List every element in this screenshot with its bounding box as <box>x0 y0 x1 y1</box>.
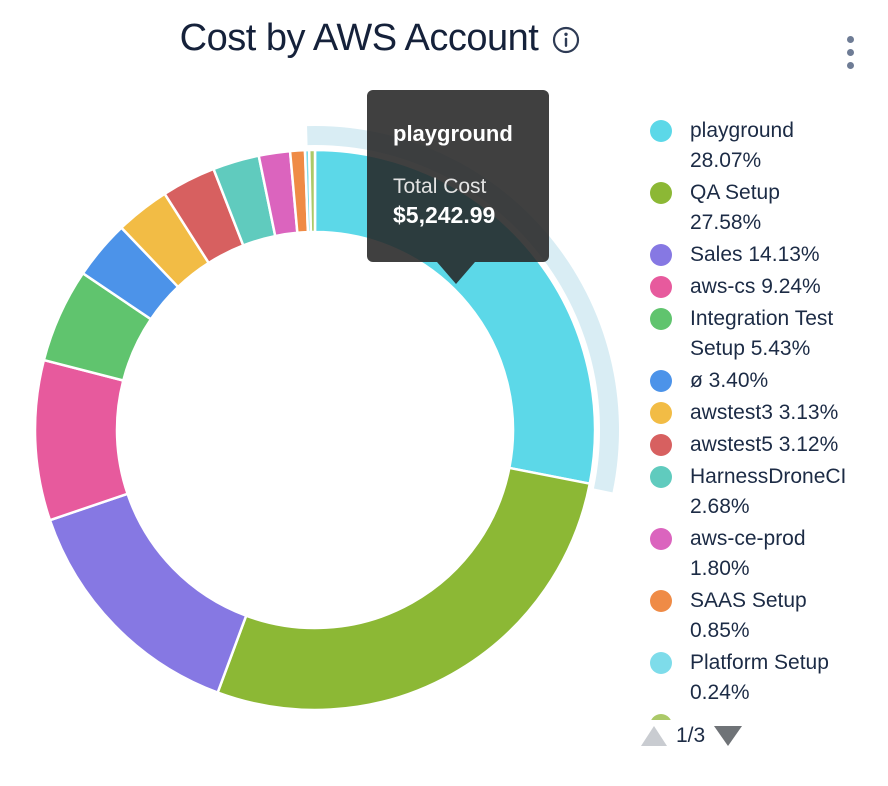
legend-item-awstest5[interactable]: awstest5 3.12% <box>650 430 880 460</box>
info-icon[interactable] <box>552 26 580 54</box>
legend-item-awstest3[interactable]: awstest3 3.13% <box>650 398 880 428</box>
legend-pagination: 1/3 <box>641 724 743 748</box>
donut-slice-QA Setup[interactable] <box>216 466 592 712</box>
donut-chart[interactable] <box>0 0 648 760</box>
legend-item-ø[interactable]: ø 3.40% <box>650 366 880 396</box>
legend-dot <box>650 182 672 204</box>
legend-item-label: awstest3 3.13% <box>690 401 839 424</box>
legend-item-label: aws-cs 9.24% <box>690 275 821 298</box>
legend-item-playground[interactable]: playground 28.07% <box>650 116 880 176</box>
legend-item-label: Integration Test Setup 5.43% <box>690 307 834 360</box>
legend-item-label: awstest5 3.12% <box>690 433 839 456</box>
legend-dot <box>650 244 672 266</box>
legend-item-aws-cs[interactable]: aws-cs 9.24% <box>650 272 880 302</box>
legend-item-label: Platform Setup 0.24% <box>690 651 829 704</box>
legend-dot <box>650 370 672 392</box>
legend-dot <box>650 276 672 298</box>
legend-item-next-page-peek[interactable] <box>650 710 880 720</box>
legend-dot <box>650 402 672 424</box>
kebab-menu-icon[interactable] <box>843 32 858 73</box>
legend-item-label: HarnessDroneCI 2.68% <box>690 465 847 518</box>
legend-item-label: ø 3.40% <box>690 369 769 392</box>
legend-dot <box>650 466 672 488</box>
legend-item-Sales[interactable]: Sales 14.13% <box>650 240 880 270</box>
legend-page-indicator: 1/3 <box>676 724 706 747</box>
legend-page-down-button[interactable] <box>714 726 743 746</box>
legend-dot <box>650 308 672 330</box>
legend-item-label: playground 28.07% <box>690 119 794 172</box>
legend-item-aws-ce-prod[interactable]: aws-ce-prod 1.80% <box>650 524 880 584</box>
legend-item-label: aws-ce-prod 1.80% <box>690 527 806 580</box>
legend-item-label: SAAS Setup 0.85% <box>690 589 807 642</box>
legend-item-label: Sales 14.13% <box>690 243 820 266</box>
donut-slice-Sales[interactable] <box>48 492 248 694</box>
chart-header: Cost by AWS Account <box>0 16 760 60</box>
legend-dot <box>650 120 672 142</box>
legend-item-HarnessDroneCI[interactable]: HarnessDroneCI 2.68% <box>650 462 880 522</box>
legend-dot <box>650 652 672 674</box>
legend-item-label: QA Setup 27.58% <box>690 181 780 234</box>
donut-slice-playground[interactable] <box>313 148 597 485</box>
chart-title: Cost by AWS Account <box>179 17 539 59</box>
legend-item-SAAS Setup[interactable]: SAAS Setup 0.85% <box>650 586 880 646</box>
legend-dot <box>650 528 672 550</box>
legend-item-Integration Test Setup[interactable]: Integration Test Setup 5.43% <box>650 304 880 364</box>
donut-slice-aws-cs[interactable] <box>33 358 129 522</box>
donut-slice-other[interactable] <box>307 148 317 234</box>
legend-item-Platform Setup[interactable]: Platform Setup 0.24% <box>650 648 880 708</box>
legend-dot <box>650 434 672 456</box>
legend-page-up-button[interactable] <box>641 726 667 746</box>
legend-item-QA Setup[interactable]: QA Setup 27.58% <box>650 178 880 238</box>
legend-dot <box>650 590 672 612</box>
legend-dot <box>650 714 672 720</box>
chart-legend: playground 28.07% QA Setup 27.58% Sales 14… <box>650 116 880 720</box>
